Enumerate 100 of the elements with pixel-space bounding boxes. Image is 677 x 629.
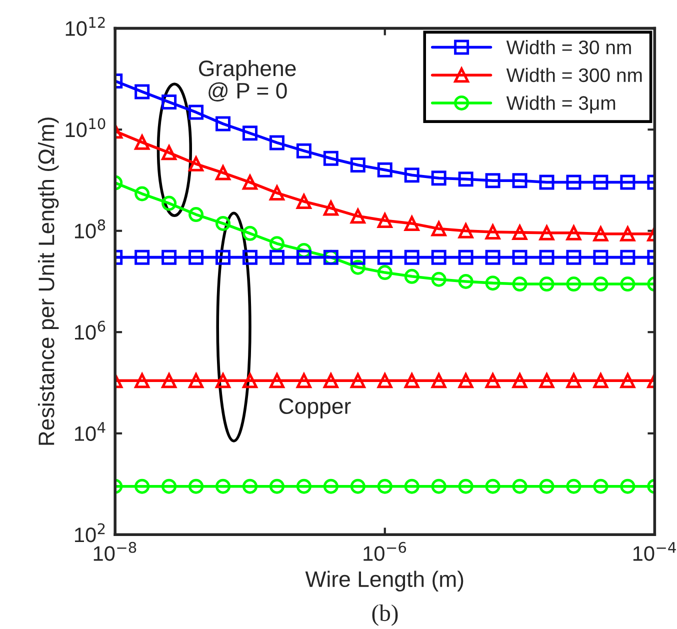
point <box>485 373 500 388</box>
point <box>485 276 500 291</box>
point <box>593 174 608 190</box>
point <box>216 478 231 494</box>
point <box>242 373 258 388</box>
point <box>162 196 177 211</box>
point <box>431 250 446 265</box>
legend-label: Width = 30 nm <box>506 40 631 54</box>
point <box>350 478 366 494</box>
point <box>134 134 150 150</box>
point <box>539 478 554 494</box>
y-axis-title: Resistance per Unit Length (Ω/m) <box>38 118 59 445</box>
y-tick-label: 10$^{10}$ <box>66 118 106 138</box>
x-tick-label: 10$^{−8}$ <box>94 542 136 561</box>
point <box>512 250 528 265</box>
point <box>216 116 231 132</box>
point <box>458 373 474 388</box>
x-axis-title: Wire Length (m) <box>305 570 464 592</box>
point <box>620 276 636 292</box>
point <box>162 94 177 110</box>
point <box>242 126 258 141</box>
point <box>620 250 636 265</box>
point <box>485 250 500 265</box>
point <box>404 216 420 231</box>
legend-label: Width = 300 nm <box>506 68 642 82</box>
point <box>134 186 150 202</box>
point <box>188 478 204 494</box>
point <box>566 276 582 292</box>
point <box>566 373 582 388</box>
point <box>269 478 284 494</box>
point <box>539 250 554 265</box>
point <box>458 250 474 265</box>
point <box>566 174 582 190</box>
point <box>593 250 608 265</box>
point <box>431 373 446 388</box>
point <box>593 373 608 388</box>
point <box>269 236 284 252</box>
point <box>242 250 258 265</box>
point <box>296 373 312 388</box>
point <box>620 226 636 242</box>
point <box>377 478 392 494</box>
point <box>377 162 392 178</box>
text: (b) <box>372 604 398 626</box>
point <box>431 221 446 236</box>
point <box>404 168 420 183</box>
point <box>377 265 392 280</box>
point <box>431 272 446 287</box>
annotation: Copper <box>279 398 351 418</box>
point <box>458 478 474 494</box>
point <box>539 174 554 190</box>
point <box>377 250 392 265</box>
point <box>323 478 338 494</box>
point <box>458 172 474 187</box>
point <box>620 174 636 190</box>
point <box>350 373 366 388</box>
point <box>512 478 528 494</box>
point <box>134 250 150 265</box>
point <box>134 373 150 388</box>
y-tick-label: 10$^{12}$ <box>66 16 105 36</box>
x-tick-label: 10$^{−4}$ <box>633 542 676 561</box>
y-tick-label: 10$^{2}$ <box>75 523 105 542</box>
point <box>485 173 500 188</box>
point <box>134 478 150 494</box>
point <box>458 274 474 289</box>
point <box>269 250 284 265</box>
point <box>269 185 284 200</box>
y-tick-label: 10$^{6}$ <box>75 320 106 340</box>
point <box>188 250 204 265</box>
point <box>512 276 528 292</box>
point <box>162 250 177 265</box>
point <box>216 250 231 265</box>
point <box>404 268 420 284</box>
point <box>323 373 338 388</box>
x-tick-label: 10$^{−6}$ <box>364 542 406 561</box>
point <box>539 276 554 292</box>
point <box>431 478 446 494</box>
point <box>350 208 366 224</box>
point <box>431 170 446 186</box>
point <box>296 478 312 494</box>
point <box>269 135 284 150</box>
point <box>404 250 420 265</box>
point <box>620 478 636 494</box>
point <box>458 223 474 238</box>
point <box>269 373 284 388</box>
point <box>350 157 366 172</box>
point <box>485 224 500 240</box>
point <box>216 165 231 180</box>
legend-label: Width = 3μm <box>506 96 616 114</box>
point <box>188 104 204 120</box>
point <box>296 194 312 209</box>
point <box>512 173 528 188</box>
point <box>404 478 420 494</box>
point <box>377 373 392 388</box>
point <box>188 207 204 222</box>
point <box>620 373 636 388</box>
point <box>512 373 528 388</box>
point <box>242 226 258 241</box>
point <box>188 156 204 172</box>
point <box>566 250 582 265</box>
y-tick-label: 10$^{8}$ <box>75 219 106 238</box>
